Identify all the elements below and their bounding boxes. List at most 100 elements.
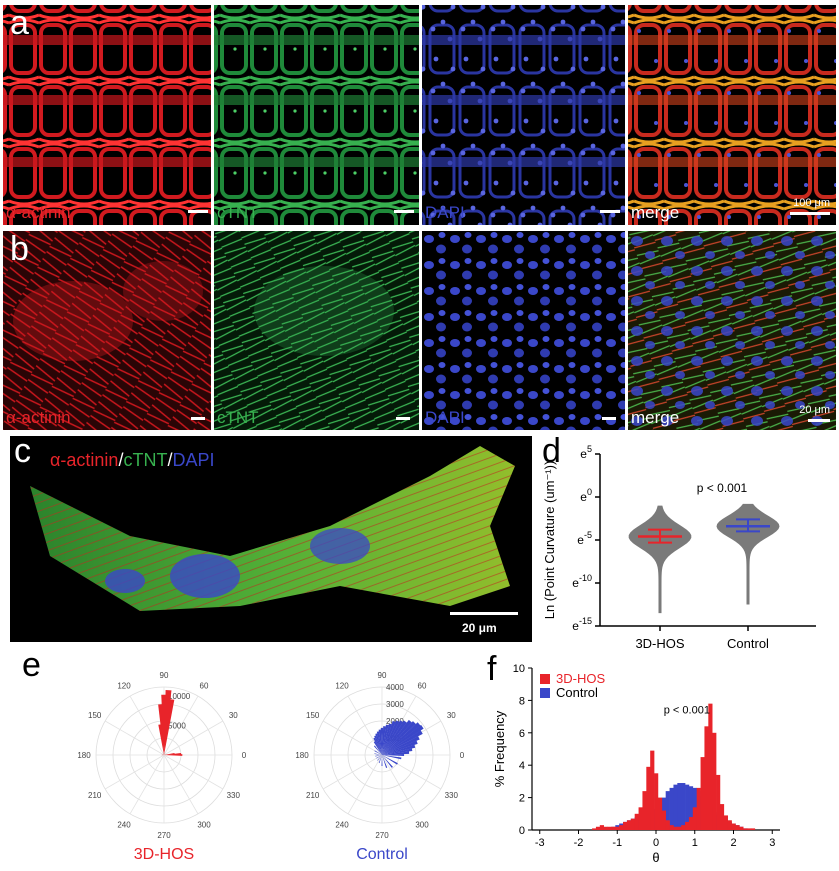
panel-c-letter: c (14, 432, 31, 470)
panel-a-letter: a (10, 4, 29, 42)
hist-bar-3D-HOS (731, 823, 736, 830)
polar-bar (382, 736, 420, 755)
scale-bar-label: 100 μm (793, 197, 830, 209)
polar-angle-label: 0 (242, 751, 247, 760)
panel-d-letter: d (542, 432, 561, 470)
x-tick-label: 0 (653, 837, 659, 849)
channel-label-merge: merge (631, 408, 680, 427)
legend-swatch (540, 674, 550, 684)
panel-e-letter: e (22, 646, 41, 684)
hist-bar-3D-HOS (743, 828, 748, 830)
polar-bar (158, 724, 164, 755)
hist-bar-3D-HOS (599, 825, 604, 830)
scale-bar-label: 20 μm (462, 621, 497, 635)
polar-bar (382, 720, 396, 755)
row-a-ctnt-image: cTNT (214, 5, 419, 225)
polar-bar (374, 750, 382, 755)
hist-bar-3D-HOS (646, 766, 651, 830)
polar-angle-label: 60 (200, 682, 209, 691)
polar-radial-label: 10000 (168, 692, 191, 701)
stain-dapi: DAPI (172, 450, 215, 470)
x-tick-label: 1 (692, 837, 698, 849)
stain-legend: α-actinin/cTNT/DAPI (50, 450, 214, 471)
polar-bar (377, 755, 382, 761)
hist-bar-3D-HOS (619, 825, 624, 830)
polar-bar (373, 745, 382, 755)
polar-bar (375, 755, 382, 757)
scale-bar (790, 212, 830, 215)
y-tick-label: 6 (519, 728, 525, 740)
polar-bar (382, 719, 412, 755)
hist-bar-3D-HOS (723, 815, 728, 830)
hist-bar-3D-HOS (650, 750, 655, 830)
polar-grid-spoke (347, 754, 383, 815)
polar-angle-label: 90 (378, 671, 387, 680)
polar-grid-spoke (163, 754, 224, 790)
polar-radial-label: 5000 (168, 721, 186, 730)
hist-bar-3D-HOS (696, 787, 701, 830)
p-value-annotation: p < 0.001 (697, 481, 748, 495)
polar-bar (373, 741, 382, 755)
polar-histogram-3d-hos: 9060300330300270240210180150120500010000… (77, 671, 247, 863)
polar-bar (380, 727, 384, 755)
polar-bar (373, 737, 382, 755)
hist-bar-3D-HOS (630, 818, 635, 830)
polar-radial-label: 3000 (386, 700, 404, 709)
polar-grid-spoke (163, 754, 199, 815)
polar-bar (382, 740, 418, 755)
actinin-fiber-picture (3, 231, 211, 430)
polar-grid-spoke (129, 754, 165, 815)
polar-grid-spoke (163, 695, 199, 756)
hist-bar-3D-HOS (716, 774, 721, 830)
hist-bar-3D-HOS (661, 810, 666, 830)
hist-bar-3D-HOS (634, 813, 639, 830)
scale-bar (394, 210, 414, 213)
x-axis-label: θ (652, 850, 659, 865)
hist-bar-Control (685, 784, 690, 830)
p-value-annotation: p < 0.001 (664, 704, 710, 716)
row-a-merge-image: merge 100 μm (628, 5, 836, 225)
polar-bar (382, 721, 416, 755)
channel-label-ctnt: cTNT (217, 203, 259, 222)
hist-bar-Control (677, 783, 682, 830)
hist-bar-3D-HOS (657, 797, 663, 830)
x-tick-label: 3 (769, 837, 775, 849)
x-tick-label: -1 (612, 837, 622, 849)
hist-bar-3D-HOS (603, 826, 608, 830)
polar-angle-label: 30 (229, 711, 238, 720)
polar-bar (382, 724, 389, 755)
row-b-ctnt-image: cTNT (214, 231, 419, 430)
hist-bar-Control (673, 784, 678, 830)
row-b-merge-image: merge 20 μm (628, 231, 836, 430)
hist-bar-3D-HOS (623, 821, 628, 830)
panel-f-letter: f (487, 650, 497, 688)
hist-bar-3D-HOS (685, 821, 690, 830)
polar-bar (382, 753, 405, 757)
hist-bar-3D-HOS (595, 826, 601, 830)
actinin-grid-picture (3, 5, 211, 225)
y-axis-label: % Frequency (492, 710, 507, 787)
polar-angle-label: 30 (447, 711, 456, 720)
hist-bar-3D-HOS (727, 820, 732, 830)
hist-bar-3D-HOS (607, 826, 612, 830)
hist-bar-3D-HOS (673, 826, 678, 830)
polar-bar (382, 755, 388, 768)
y-tick-label: 0 (519, 825, 525, 837)
polar-bar (164, 753, 175, 755)
hist-bar-3D-HOS (669, 825, 674, 830)
scale-bar (808, 419, 830, 422)
polar-angle-label: 0 (460, 751, 465, 760)
hist-bar-3D-HOS (681, 825, 686, 830)
polar-bar (374, 735, 382, 755)
hist-bar-3D-HOS (735, 825, 740, 830)
polar-bar (382, 744, 416, 755)
polar-bar (382, 720, 407, 755)
row-a-actinin-image: α-actinin (3, 5, 211, 225)
violin-body-3D-HOS (628, 505, 692, 614)
legend-swatch (540, 688, 550, 698)
polar-bar (382, 755, 393, 768)
polar-angle-label: 150 (306, 711, 320, 720)
polar-angle-label: 180 (295, 751, 309, 760)
hist-bar-3D-HOS (708, 703, 713, 830)
ctnt-grid-picture (214, 5, 419, 225)
